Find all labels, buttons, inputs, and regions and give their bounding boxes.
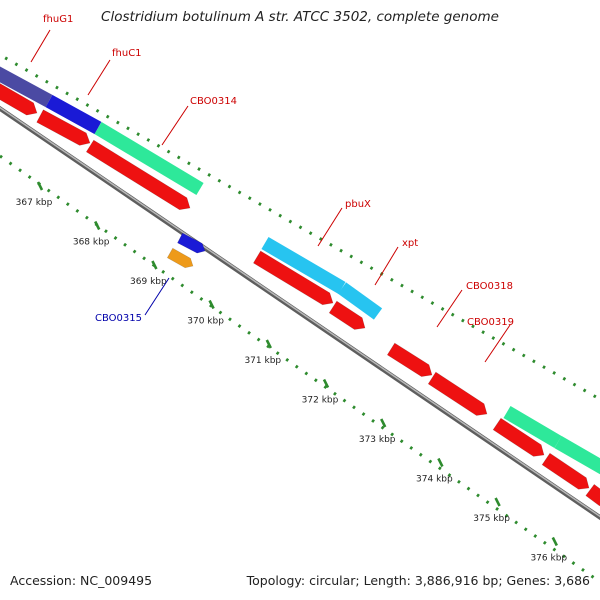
gene-bar-fhuG1: [0, 66, 53, 108]
tick-label: 370 kbp: [187, 317, 224, 327]
gene-bar-fhuC1: [45, 94, 102, 135]
cds-arrow-2: [36, 109, 91, 146]
ruler-dots: [0, 53, 600, 584]
tick-label: 376 kbp: [530, 554, 567, 564]
tick-mark: [437, 457, 444, 468]
tick-mark: [380, 418, 387, 428]
tick-layer: 367 kbp 368 kbp 369 kbp 370 kbp 371 kbp 372 k…: [16, 181, 567, 564]
cds-arrow-1: [0, 83, 38, 116]
leader-line: [484, 324, 511, 363]
cds-arrow-10: [585, 483, 600, 507]
cds-arrow-3: [85, 139, 191, 211]
backbone-line: [0, 105, 600, 521]
leader-line: [30, 29, 51, 63]
gene-bar-CBO0319: [503, 405, 562, 449]
tick-label: 369 kbp: [130, 277, 167, 287]
tick-mark: [265, 339, 272, 349]
tick-mark: [494, 497, 501, 507]
leader-line: [317, 207, 343, 247]
tick-mark: [551, 536, 558, 547]
rna-feature: [166, 247, 194, 269]
cds-arrow-6: [386, 342, 433, 377]
label-layer: fhuG1 fhuC1 CBO0314 pbuX xpt CBO0318 CBO0319 CB…: [30, 14, 514, 363]
tick-mark: [151, 260, 158, 270]
tick-label: 367 kbp: [16, 198, 53, 208]
feature-CBO0315: [177, 232, 206, 254]
gene-bar-CBO0319-b: [554, 435, 600, 475]
genome-summary: Topology: circular; Length: 3,886,916 bp…: [246, 573, 590, 588]
backbone: [0, 105, 600, 521]
leader-line: [436, 289, 463, 328]
gene-label-CBO0314[interactable]: CBO0314: [190, 96, 237, 107]
cds-arrow-4: [252, 250, 334, 306]
leader-line: [161, 105, 189, 146]
ruler-dots-outer: [0, 53, 600, 401]
gene-bar-xpt: [337, 282, 383, 320]
gene-bar-pbuX: [261, 236, 346, 295]
tick-mark: [322, 378, 330, 389]
tick-mark: [36, 181, 44, 191]
backbone-highlight: [0, 106, 600, 518]
tick-label: 373 kbp: [359, 435, 396, 445]
gene-label-fhuG1[interactable]: fhuG1: [43, 14, 73, 25]
gene-label-pbuX[interactable]: pbuX: [345, 199, 371, 210]
tick-label: 371 kbp: [244, 356, 281, 366]
tick-label: 375 kbp: [473, 514, 510, 524]
gene-label-CBO0319[interactable]: CBO0319: [467, 317, 514, 328]
leader-line: [144, 277, 170, 316]
gene-label-CBO0318[interactable]: CBO0318: [466, 281, 513, 292]
gene-label-fhuC1[interactable]: fhuC1: [112, 48, 142, 59]
gene-label-CBO0315[interactable]: CBO0315: [95, 313, 142, 324]
tick-mark: [94, 220, 101, 231]
tick-label: 372 kbp: [302, 396, 339, 406]
cds-arrow-7: [427, 371, 488, 416]
accession-label: Accession: NC_009495: [10, 573, 153, 588]
leader-line: [87, 59, 111, 96]
tick-label: 368 kbp: [73, 238, 110, 248]
tick-mark: [208, 299, 215, 310]
feature-layer: [0, 66, 600, 507]
gene-bar-CBO0314: [94, 121, 204, 196]
map-title: Clostridium botulinum A str. ATCC 3502, …: [101, 9, 499, 25]
cds-arrow-8: [492, 417, 545, 457]
ruler-dots-inner: [0, 154, 600, 584]
gene-label-xpt[interactable]: xpt: [402, 238, 418, 249]
cds-arrow-5: [328, 300, 366, 330]
tick-label: 374 kbp: [416, 475, 453, 485]
leader-line: [374, 246, 399, 286]
cds-arrow-9: [541, 452, 590, 490]
